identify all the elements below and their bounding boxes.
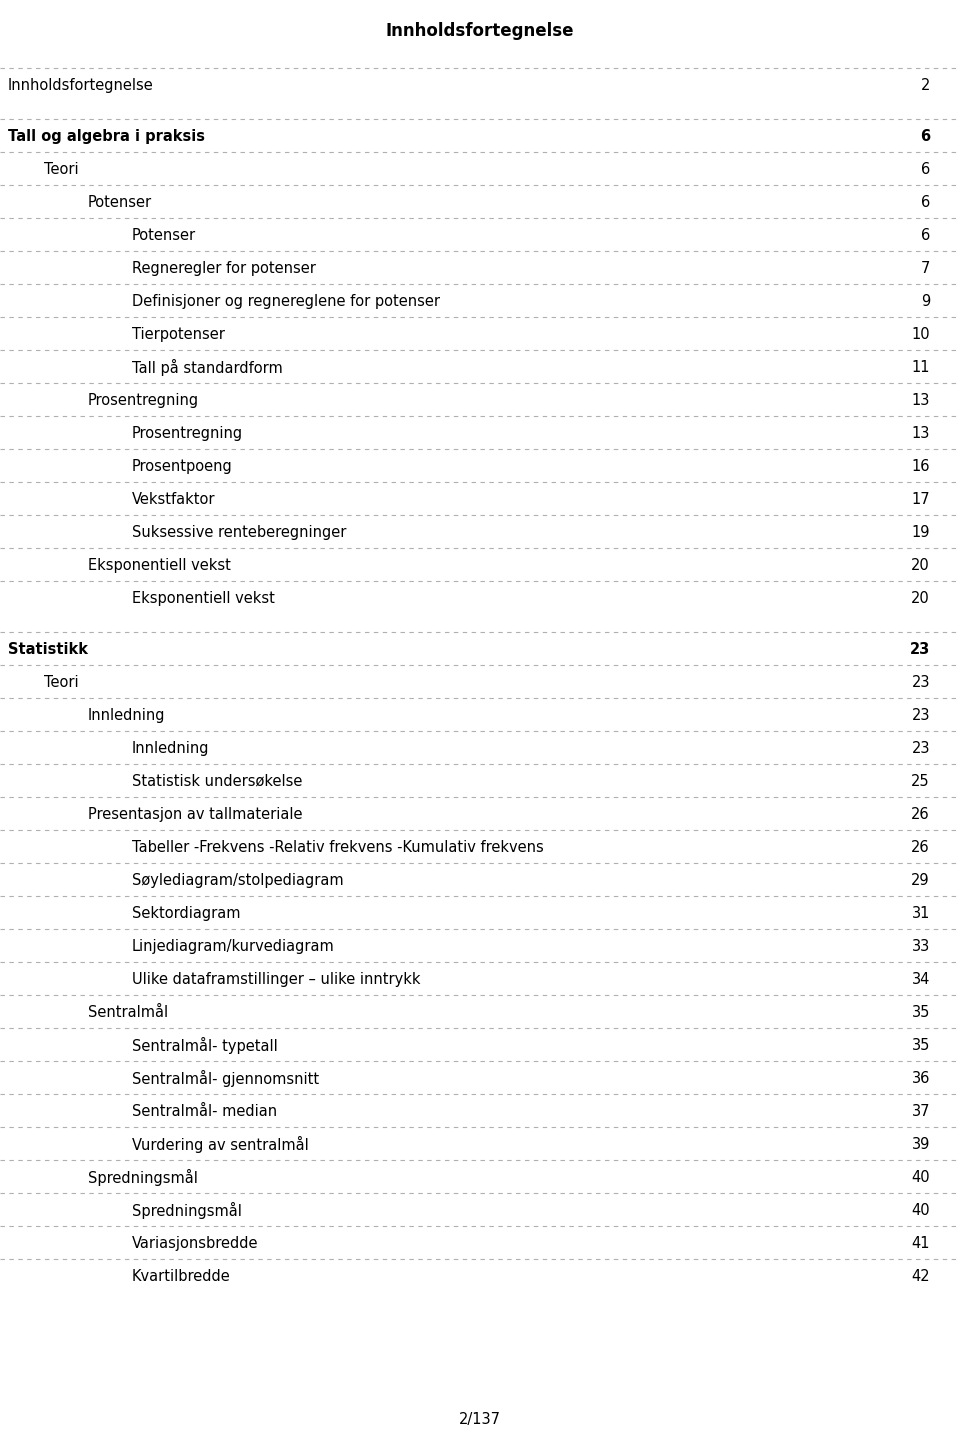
Text: 2: 2 (921, 78, 930, 92)
Text: Sentralmål- gjennomsnitt: Sentralmål- gjennomsnitt (132, 1069, 319, 1087)
Text: Definisjoner og regnereglene for potenser: Definisjoner og regnereglene for potense… (132, 293, 440, 309)
Text: Innholdsfortegnelse: Innholdsfortegnelse (386, 22, 574, 40)
Text: 34: 34 (912, 971, 930, 987)
Text: 42: 42 (911, 1269, 930, 1283)
Text: Prosentregning: Prosentregning (88, 393, 199, 407)
Text: 33: 33 (912, 939, 930, 954)
Text: 25: 25 (911, 773, 930, 789)
Text: Variasjonsbredde: Variasjonsbredde (132, 1235, 258, 1251)
Text: Spredningsmål: Spredningsmål (88, 1169, 198, 1186)
Text: Prosentregning: Prosentregning (132, 426, 243, 441)
Text: Linjediagram/kurvediagram: Linjediagram/kurvediagram (132, 939, 335, 954)
Text: Tabeller -Frekvens -Relativ frekvens -Kumulativ frekvens: Tabeller -Frekvens -Relativ frekvens -Ku… (132, 840, 543, 854)
Text: 36: 36 (912, 1071, 930, 1085)
Text: Tierpotenser: Tierpotenser (132, 327, 225, 341)
Text: Kvartilbredde: Kvartilbredde (132, 1269, 230, 1283)
Text: 11: 11 (911, 360, 930, 374)
Text: 9: 9 (921, 293, 930, 309)
Text: 6: 6 (921, 162, 930, 176)
Text: Sektordiagram: Sektordiagram (132, 906, 241, 920)
Text: Innledning: Innledning (88, 708, 165, 722)
Text: Teori: Teori (44, 675, 79, 689)
Text: 26: 26 (911, 806, 930, 822)
Text: 19: 19 (911, 525, 930, 539)
Text: Statistikk: Statistikk (8, 642, 88, 656)
Text: Tall på standardform: Tall på standardform (132, 358, 283, 376)
Text: Innholdsfortegnelse: Innholdsfortegnelse (8, 78, 154, 92)
Text: 23: 23 (911, 708, 930, 722)
Text: 23: 23 (910, 642, 930, 656)
Text: 13: 13 (912, 393, 930, 407)
Text: 35: 35 (912, 1004, 930, 1020)
Text: Suksessive renteberegninger: Suksessive renteberegninger (132, 525, 347, 539)
Text: Vekstfaktor: Vekstfaktor (132, 491, 215, 507)
Text: 23: 23 (911, 675, 930, 689)
Text: Eksponentiell vekst: Eksponentiell vekst (88, 558, 230, 572)
Text: Teori: Teori (44, 162, 79, 176)
Text: Potenser: Potenser (132, 228, 196, 243)
Text: 20: 20 (911, 558, 930, 572)
Text: Tall og algebra i praksis: Tall og algebra i praksis (8, 129, 205, 143)
Text: Spredningsmål: Spredningsmål (132, 1202, 242, 1218)
Text: Prosentpoeng: Prosentpoeng (132, 458, 232, 474)
Text: 7: 7 (921, 260, 930, 276)
Text: 23: 23 (911, 741, 930, 756)
Text: 26: 26 (911, 840, 930, 854)
Text: Søylediagram/stolpediagram: Søylediagram/stolpediagram (132, 873, 344, 887)
Text: 17: 17 (911, 491, 930, 507)
Text: Sentralmål: Sentralmål (88, 1004, 168, 1020)
Text: 2/137: 2/137 (459, 1412, 501, 1428)
Text: 41: 41 (911, 1235, 930, 1251)
Text: Ulike dataframstillinger – ulike inntrykk: Ulike dataframstillinger – ulike inntryk… (132, 971, 420, 987)
Text: 16: 16 (911, 458, 930, 474)
Text: Sentralmål- median: Sentralmål- median (132, 1104, 277, 1118)
Text: Regneregler for potenser: Regneregler for potenser (132, 260, 316, 276)
Text: 37: 37 (911, 1104, 930, 1118)
Text: 10: 10 (911, 327, 930, 341)
Text: 31: 31 (912, 906, 930, 920)
Text: 20: 20 (911, 591, 930, 605)
Text: Sentralmål- typetall: Sentralmål- typetall (132, 1036, 277, 1053)
Text: 40: 40 (911, 1169, 930, 1185)
Text: 6: 6 (920, 129, 930, 143)
Text: Innledning: Innledning (132, 741, 209, 756)
Text: 6: 6 (921, 228, 930, 243)
Text: Potenser: Potenser (88, 195, 152, 210)
Text: Statistisk undersøkelse: Statistisk undersøkelse (132, 773, 302, 789)
Text: 39: 39 (912, 1137, 930, 1152)
Text: Eksponentiell vekst: Eksponentiell vekst (132, 591, 275, 605)
Text: 29: 29 (911, 873, 930, 887)
Text: 13: 13 (912, 426, 930, 441)
Text: Presentasjon av tallmateriale: Presentasjon av tallmateriale (88, 806, 302, 822)
Text: 40: 40 (911, 1202, 930, 1218)
Text: Vurdering av sentralmål: Vurdering av sentralmål (132, 1136, 309, 1153)
Text: 35: 35 (912, 1038, 930, 1052)
Text: 6: 6 (921, 195, 930, 210)
